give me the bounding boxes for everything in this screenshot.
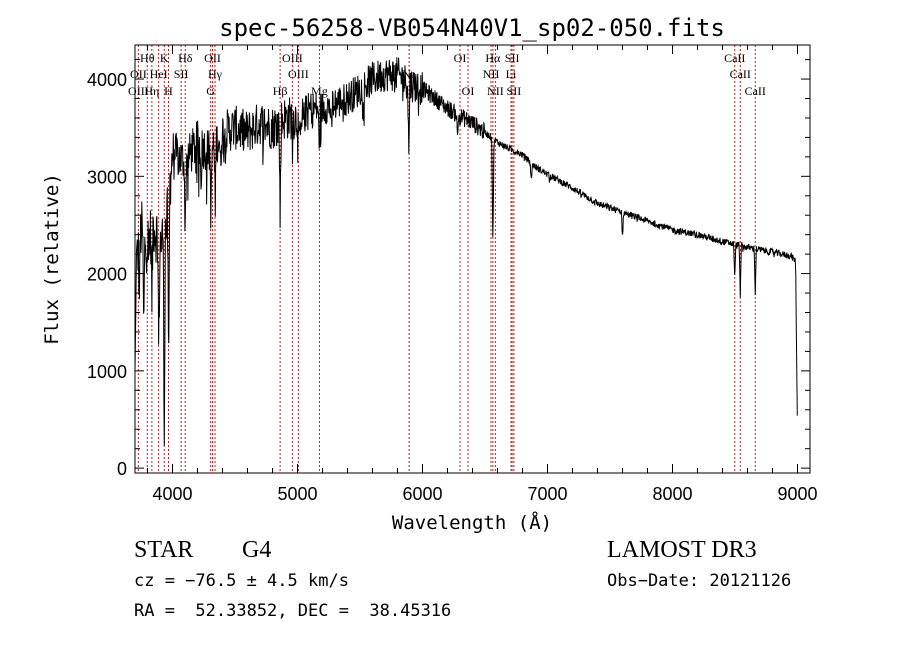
spectral-line-label: Li [506, 67, 517, 81]
spectral-line-label: SII [505, 51, 520, 65]
y-tick-label: 4000 [87, 70, 127, 90]
spectral-line-label: OIII [288, 67, 309, 81]
x-tick-label: 9000 [777, 484, 817, 504]
spectral-line-label: Mg [311, 84, 328, 98]
spectral-line-label: HeI [150, 67, 168, 81]
spectral-line-label: OI [462, 84, 475, 98]
obs-date: Obs−Date: 20121126 [607, 571, 792, 591]
object-class: STAR [134, 537, 194, 563]
spectral-line-label: NII [483, 67, 500, 81]
redshift-readout: cz = −76.5 ± 4.5 km/s [134, 571, 349, 591]
spectral-line-label: CaII [745, 84, 766, 98]
chart-title: spec-56258-VB054N40V1_sp02-050.fits [219, 14, 725, 42]
survey-name: LAMOST DR3 [607, 537, 757, 563]
spectral-line-markers [137, 45, 756, 473]
y-axis-ticks: 0 1000 2000 3000 4000 [87, 59, 810, 479]
spectral-line-label: CaII [724, 51, 745, 65]
y-tick-label: 1000 [87, 362, 127, 382]
x-tick-label: 6000 [402, 484, 442, 504]
spectral-line-label: OIII [282, 51, 303, 65]
spectral-line-label: Hγ [208, 67, 223, 81]
x-axis-ticks: 4000 5000 6000 7000 8000 9000 [147, 45, 818, 504]
spectral-line-label: OII [204, 51, 221, 65]
spectral-line-label: Hδ [178, 51, 193, 65]
y-tick-label: 0 [117, 459, 127, 479]
spectral-line-label: Hα [485, 51, 501, 65]
y-axis-label: Flux (relative) [41, 173, 63, 345]
x-tick-label: 4000 [152, 484, 192, 504]
spectral-line-label: Hβ [273, 84, 288, 98]
spectral-line-label: SII [507, 84, 522, 98]
x-axis-label: Wavelength (Å) [392, 511, 552, 534]
spectral-line-label: OII [130, 67, 147, 81]
spectral-line-label: OIII [128, 84, 149, 98]
y-tick-label: 2000 [87, 265, 127, 285]
spectrum-line [134, 57, 798, 446]
spectral-line-label: SII [174, 67, 189, 81]
x-tick-label: 7000 [527, 484, 567, 504]
spectral-line-label: Hη [144, 84, 159, 98]
x-tick-label: 5000 [277, 484, 317, 504]
spectral-line-label: H [164, 84, 173, 98]
spectral-line-label: OI [454, 51, 467, 65]
spectral-line-label: CaII [730, 67, 751, 81]
spectral-line-label: Hθ [140, 51, 155, 65]
spectral-line-label: NII [487, 84, 504, 98]
x-tick-label: 8000 [652, 484, 692, 504]
y-tick-label: 3000 [87, 167, 127, 187]
spectral-line-label: K [160, 51, 169, 65]
coordinates: RA = 52.33852, DEC = 38.45316 [134, 601, 452, 621]
subclass: G4 [242, 537, 272, 563]
spectral-line-label: G [206, 84, 215, 98]
